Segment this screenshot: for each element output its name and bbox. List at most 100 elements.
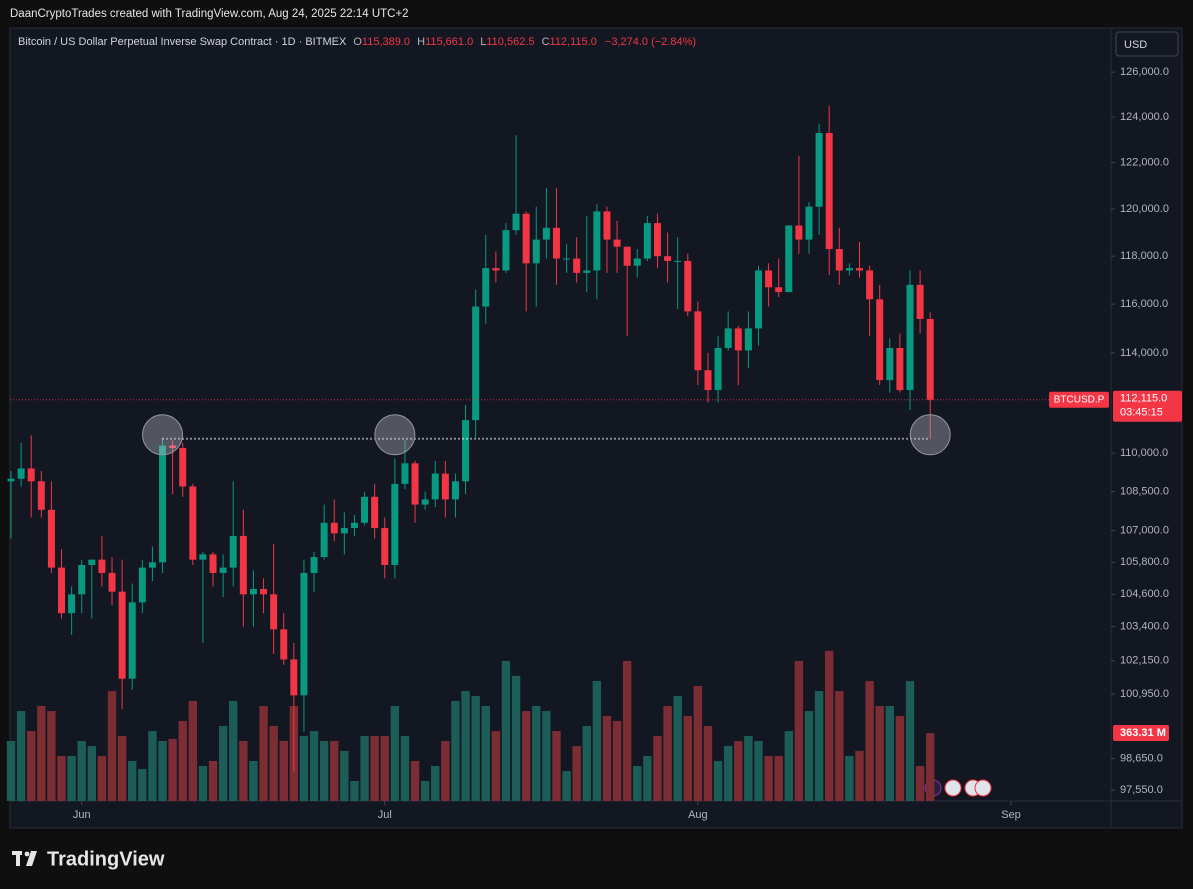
volume-bar [622, 660, 632, 801]
legend-value: 115,389.0 [362, 36, 410, 48]
volume-bar [390, 706, 400, 801]
logo-part [24, 851, 30, 857]
candle-body [239, 535, 247, 595]
volume-bar [653, 735, 662, 801]
symbol-tag-box [1049, 391, 1109, 408]
volume-bar [279, 740, 288, 801]
volume-bar [47, 711, 56, 801]
volume-bar [794, 660, 804, 801]
candle-body [552, 227, 560, 259]
candle-body [189, 486, 197, 560]
volume-bar [723, 746, 733, 801]
volume-bar [461, 691, 470, 801]
candle-body [855, 268, 863, 271]
candle-body [522, 213, 530, 264]
volume-bar [107, 691, 117, 801]
candle-body [765, 270, 773, 288]
price-label: 112,115.0 [1120, 393, 1167, 405]
candle-body [260, 588, 268, 595]
touch-circle [374, 414, 416, 456]
volume-bar [521, 711, 531, 801]
volume-bar [824, 650, 834, 801]
volume-bar [915, 766, 925, 801]
candle-body [68, 594, 76, 614]
volume-bar [57, 755, 66, 801]
candle-body [118, 591, 126, 679]
legend-key: H [417, 36, 425, 48]
price-label-box [1113, 390, 1182, 422]
candle-body [623, 246, 631, 266]
volume-bar [754, 740, 763, 801]
currency-button[interactable] [1115, 31, 1179, 57]
candle-body [482, 268, 490, 307]
volume-bar [713, 760, 723, 801]
volume-bar [208, 760, 218, 801]
volume-bar [299, 735, 309, 801]
candle-body [492, 268, 500, 271]
volume-bar [420, 780, 430, 801]
candle-body [926, 318, 934, 400]
candle-body [845, 268, 853, 271]
volume-bar [218, 726, 228, 801]
candle-body [674, 260, 682, 262]
brand-logo [12, 851, 37, 866]
candle-body [199, 554, 207, 560]
volume-bar [138, 769, 147, 801]
volume-bar [693, 685, 703, 801]
volume-bar [77, 740, 86, 801]
candle-body [573, 258, 581, 273]
volume-bar [764, 755, 773, 801]
y-tick-label: 110,000.0 [1120, 447, 1168, 459]
candle-body [17, 468, 25, 479]
volume-bar [319, 740, 329, 801]
volume-bar [117, 735, 127, 801]
volume-bar [148, 731, 157, 801]
volume-bar [572, 746, 581, 801]
volume-bar [441, 740, 450, 801]
volume-bar [259, 706, 268, 801]
candle-body [866, 270, 874, 300]
y-tick-label: 124,000.0 [1120, 111, 1169, 123]
candle-body [169, 445, 177, 449]
volume-bar [734, 740, 743, 801]
candle-body [542, 227, 550, 240]
candle-body [785, 225, 793, 293]
volume-bar [249, 760, 258, 801]
y-tick-label: 126,000.0 [1120, 66, 1169, 78]
candles [7, 105, 934, 772]
volume-bar [309, 731, 319, 801]
y-tick-label: 118,000.0 [1120, 250, 1168, 262]
event-icon [974, 779, 992, 797]
y-tick-label: 105,800.0 [1120, 556, 1169, 568]
candle-body [330, 522, 338, 534]
candle-body [88, 559, 96, 565]
candle-body [714, 348, 722, 391]
y-tick-label: 107,000.0 [1120, 525, 1169, 537]
event-icons [924, 779, 992, 797]
candle-body [815, 132, 823, 207]
candle-body [78, 564, 86, 595]
volume-bar [926, 733, 935, 801]
candle-body [411, 463, 419, 505]
volume-bar [97, 755, 107, 801]
y-tick-label: 103,400.0 [1120, 621, 1169, 633]
volume-bar [744, 735, 753, 801]
volume-bar [198, 766, 208, 801]
candle-body [7, 478, 15, 482]
candle-body [906, 284, 914, 391]
candle-body [603, 211, 611, 240]
candle-body [734, 328, 742, 351]
legend-key: L [480, 36, 486, 48]
candle-body [825, 132, 833, 250]
touch-circle [142, 414, 184, 456]
candle-body [472, 306, 480, 421]
event-icon [944, 779, 962, 797]
candle-body [643, 223, 651, 259]
candle-body [340, 528, 348, 534]
candle-body [148, 562, 156, 568]
volume-bar [885, 706, 894, 801]
candle-body [320, 522, 328, 558]
candle-body [532, 239, 540, 264]
volume-bar [501, 660, 511, 801]
volume-bar [330, 740, 339, 801]
